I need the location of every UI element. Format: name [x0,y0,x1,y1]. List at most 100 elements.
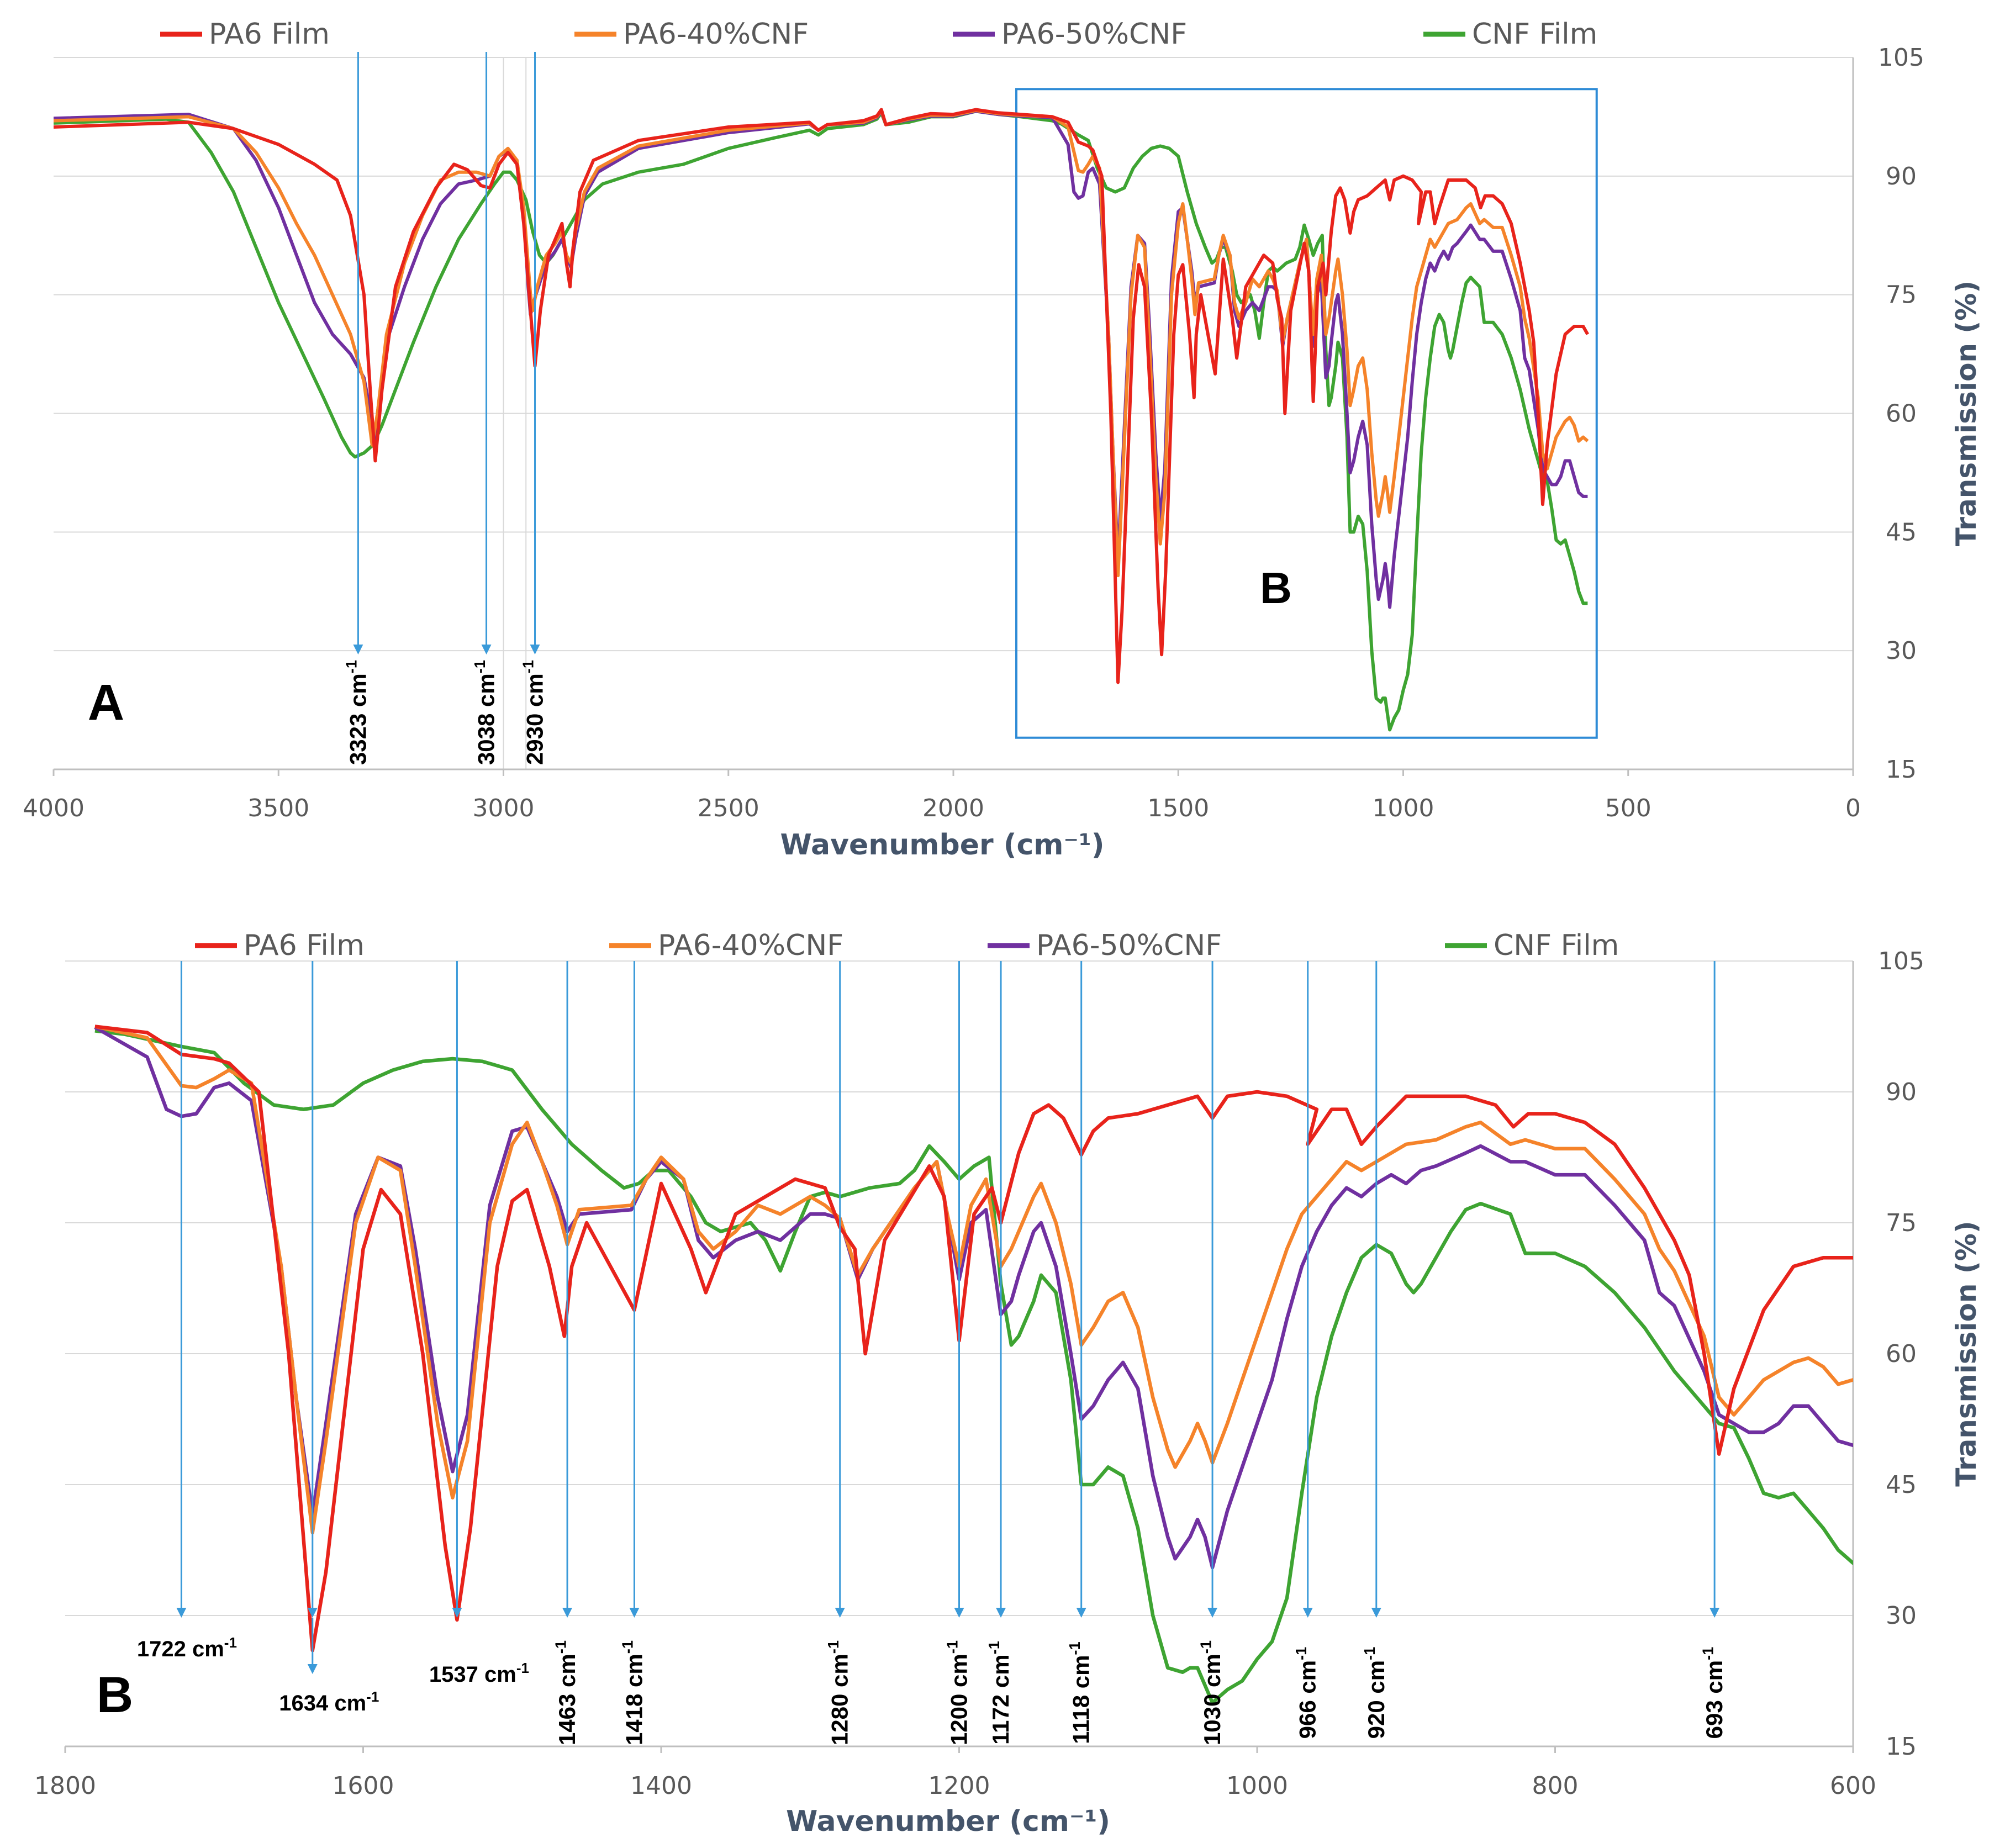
panel-b-annotation-1418-label-group: 1418 cm-1 [619,1640,647,1745]
panel-b-annotation-1118-label: 1118 cm-1 [1066,1641,1094,1744]
panel-b-x-tick-label: 1400 [630,1772,692,1800]
inset-box [1015,88,1598,739]
panel-a-annotation-3323-label-group: 3323 cm-1 [343,660,371,765]
panel-a-y-tick-label: 75 [1886,281,1917,309]
panel-a-x-tick-label: 500 [1605,794,1652,822]
panel-a-annotation-3323-label: 3323 cm-1 [343,660,371,765]
panel-a-y-tick-label: 105 [1878,44,1924,72]
panel-a-annotation-2930-arrowhead [530,645,540,654]
panel-a-annotation-3038-label-group: 3038 cm-1 [471,660,499,765]
panel-b-y-tick-label: 90 [1886,1078,1917,1106]
panel-b-annotation-1200-label-group: 1200 cm-1 [944,1640,972,1745]
panel-a-series-pa6-film [54,108,1590,684]
panel-a-legend-label-1: PA6-40%CNF [623,18,809,51]
panel-b-annotation-1280-label: 1280 cm-1 [825,1640,853,1745]
panel-b-annotation-966-arrowhead [1302,1608,1313,1618]
panel-b-y-tick-label: 30 [1886,1602,1917,1630]
panel-a-annotation-3323-arrowhead [353,645,363,654]
panel-b-series-cnf-film [94,1029,1853,1705]
panel-b-annotation-1463-arrowhead [562,1608,573,1618]
panel-a-y-tick-label: 30 [1886,637,1917,665]
panel-b-y-tick-label: 15 [1886,1733,1917,1761]
panel-b-annotation-1118-arrowhead [1076,1608,1086,1618]
panel-b-annotation-1634-arrowhead [307,1608,318,1618]
panel-b-x-tick-label: 1200 [928,1772,990,1800]
panel-b-annotation-1634-arrowhead-2 [307,1664,318,1674]
panel-b-x-tick-label: 800 [1532,1772,1579,1800]
panel-a-x-tick-label: 4000 [23,794,85,822]
panel-b-annotation-920-arrowhead [1371,1608,1381,1618]
panel-a-x-tick-label: 2500 [698,794,759,822]
panel-b-x-tick-label: 1800 [34,1772,96,1800]
panel-a-x-tick-label: 1000 [1373,794,1434,822]
panel-b-annotation-1280-arrowhead [835,1608,845,1618]
panel-b-annotation-1200-arrowhead [954,1608,964,1618]
panel-b-annotation-693-arrowhead [1709,1608,1720,1618]
panel-b-legend-label-2: PA6-50%CNF [1036,929,1222,962]
panel-b-annotation-1030-label-group: 1030 cm-1 [1197,1640,1225,1745]
panel-a-x-axis-title: Wavenumber (cm⁻¹) [780,828,1105,862]
panel-b-annotation-1172-label-group: 1172 cm-1 [985,1641,1014,1745]
panel-b-annotation-693-label: 693 cm-1 [1699,1647,1727,1739]
panel-a-annotation-3038-label: 3038 cm-1 [471,660,499,765]
panel-b-annotation-1030-label: 1030 cm-1 [1197,1640,1225,1745]
panel-a-x-tick-label: 1500 [1147,794,1209,822]
panel-b-annotation-1722-label: 1722 cm-1 [137,1634,237,1661]
panel-a-y-tick-label: 15 [1886,756,1917,784]
panel-a-legend-label-2: PA6-50%CNF [1001,18,1187,51]
panel-a-annotation-2930-label: 2930 cm-1 [520,660,548,765]
panel-b-x-tick-label: 600 [1830,1772,1876,1800]
panel-b-annotation-693-label-group: 693 cm-1 [1699,1647,1727,1739]
panel-a: 4000 3500 3000 2500 2000 1500 1000 500 0 15 30 45 60… [23,18,1982,862]
panel-b-annotation-1200-label: 1200 cm-1 [944,1640,972,1745]
panel-b-annotation-1172-arrowhead [996,1608,1006,1618]
panel-b-annotation-1418-arrowhead [629,1608,640,1618]
panel-a-series-cnf-film [54,109,1588,732]
panel-b-annotation-1537-arrowhead [452,1608,462,1618]
panel-b-x-axis-title: Wavenumber (cm⁻¹) [786,1805,1110,1838]
panel-b-letter: B [97,1667,133,1723]
panel-b-y-tick-label: 60 [1886,1340,1917,1368]
panel-b-y-tick-label: 45 [1886,1471,1917,1499]
panel-a-x-tick-label: 2000 [922,794,984,822]
panel-a-x-tick-label: 3500 [247,794,309,822]
panel-b-y-tick-label: 105 [1878,947,1924,975]
panel-b-annotation-966-label: 966 cm-1 [1292,1647,1321,1739]
panel-b-annotation-1030-arrowhead [1207,1608,1218,1618]
panel-a-letter: A [88,674,124,731]
panel-b-legend-label-3: CNF Film [1494,929,1619,962]
panel-b-annotation-920-label-group: 920 cm-1 [1361,1647,1389,1739]
panel-b-annotation-1537-label: 1537 cm-1 [429,1660,529,1687]
panel-a-y-tick-label: 90 [1886,162,1917,191]
panel-b-y-axis-title: Transmission (%) [1950,1221,1982,1486]
panel-b-legend-label-1: PA6-40%CNF [658,929,843,962]
panel-b-annotation-1722-arrowhead [176,1608,187,1618]
panel-b-x-tick-label: 1600 [333,1772,394,1800]
panel-b-annotation-1172-label: 1172 cm-1 [985,1641,1014,1745]
panel-b-legend-label-0: PA6 Film [244,929,365,962]
panel-b-y-tick-label: 75 [1886,1209,1917,1237]
panel-b-annotation-1634-label: 1634 cm-1 [279,1688,379,1715]
panel-b: 1800 1600 1400 1200 1000 800 600 15 30 45 60 75 90 10… [34,929,1982,1838]
panel-a-y-axis-title: Transmission (%) [1950,281,1982,546]
panel-a-y-tick-label: 60 [1886,400,1917,428]
panel-b-annotation-920-label: 920 cm-1 [1361,1647,1389,1739]
panel-b-annotation-1463-label-group: 1463 cm-1 [552,1640,580,1745]
panel-b-annotation-1463-label: 1463 cm-1 [552,1640,580,1745]
panel-b-annotation-1280-label-group: 1280 cm-1 [825,1640,853,1745]
panel-b-annotation-966-label-group: 966 cm-1 [1292,1647,1321,1739]
panel-b-annotation-1118-label-group: 1118 cm-1 [1066,1641,1094,1744]
panel-a-x-tick-label: 0 [1845,794,1861,822]
panel-b-series-pa6-40-cnf [94,1025,1853,1535]
panel-a-x-tick-label: 3000 [473,794,535,822]
panel-b-series-pa6-50-cnf [94,1026,1853,1570]
panel-a-annotation-2930-label-group: 2930 cm-1 [520,660,548,765]
panel-a-annotation-3038-arrowhead [481,645,492,654]
panel-b-x-tick-label: 1000 [1226,1772,1288,1800]
panel-a-legend-label-3: CNF Film [1472,18,1597,51]
panel-a-legend-label-0: PA6 Film [209,18,330,51]
panel-b-annotation-1418-label: 1418 cm-1 [619,1640,647,1745]
inset-box-label: B [1260,563,1292,613]
panel-a-y-tick-label: 45 [1886,518,1917,546]
